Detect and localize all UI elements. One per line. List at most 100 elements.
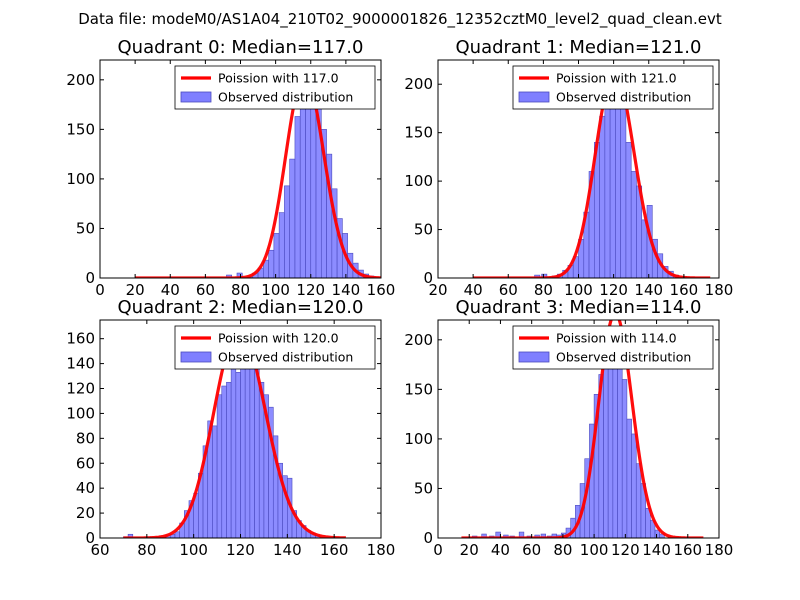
x-tick-label: 80	[231, 281, 250, 299]
histogram-bar	[541, 273, 548, 278]
histogram-bar	[235, 372, 241, 538]
histogram-bar	[127, 533, 134, 538]
histogram-bar	[289, 158, 296, 278]
x-tick-label: 180	[705, 281, 734, 299]
histogram-bar	[284, 185, 290, 278]
histogram-bar	[607, 359, 614, 538]
histogram-bar	[212, 425, 218, 538]
poisson-curve	[460, 320, 705, 538]
legend-observed-label: Observed distribution	[556, 90, 691, 105]
histogram-bar	[299, 89, 306, 278]
legend-observed-swatch	[518, 351, 550, 363]
y-tick-label: 0	[423, 529, 433, 547]
x-tick-label: 120	[226, 541, 255, 559]
histogram-bar	[540, 533, 547, 538]
x-tick-label: 160	[673, 541, 702, 559]
histogram-bar	[273, 233, 280, 278]
plot-area	[122, 326, 347, 538]
panel-title: Quadrant 3: Median=114.0	[456, 297, 702, 318]
histogram-bar	[249, 363, 255, 538]
x-tick-label: 120	[611, 541, 640, 559]
x-tick-label: 60	[499, 281, 518, 299]
panel-title: Quadrant 2: Median=120.0	[118, 297, 364, 318]
x-tick-label: 80	[534, 281, 553, 299]
histogram-bar	[604, 103, 611, 278]
x-tick-label: 100	[564, 281, 593, 299]
y-tick-label: 0	[423, 269, 433, 287]
x-tick-label: 160	[320, 541, 349, 559]
histogram-bar	[626, 418, 632, 538]
x-tick-label: 160	[367, 281, 396, 299]
y-tick-label: 100	[66, 170, 95, 188]
x-tick-label: 80	[553, 541, 572, 559]
y-tick-label: 0	[85, 269, 95, 287]
y-tick-label: 50	[414, 221, 433, 239]
legend-observed-swatch	[518, 91, 550, 103]
x-tick-label: 120	[296, 281, 325, 299]
x-tick-label: 0	[95, 281, 105, 299]
x-tick-label: 140	[642, 541, 671, 559]
legend-poisson-label: Poission with 117.0	[218, 71, 339, 86]
quadrant-panel-0: Quadrant 0: Median=117.0 0 20 40 60 80 100 120 1…	[66, 37, 395, 299]
histogram-bar	[617, 349, 623, 538]
poisson-curve	[134, 72, 381, 278]
histogram-bar	[625, 142, 632, 278]
plot-area	[460, 320, 705, 538]
x-tick-label: 60	[522, 541, 541, 559]
x-tick-label: 40	[464, 281, 483, 299]
histogram-bar	[481, 533, 487, 538]
figure-suptitle: Data file: modeM0/AS1A04_210T02_90000018…	[78, 10, 722, 29]
y-tick-label: 150	[404, 124, 433, 142]
y-tick-label: 200	[404, 331, 433, 349]
histogram-bar	[635, 463, 642, 538]
x-tick-label: 180	[705, 541, 734, 559]
x-tick-label: 160	[670, 281, 699, 299]
legend-observed-label: Observed distribution	[218, 90, 353, 105]
quadrant-panel-3: Quadrant 3: Median=114.00 20 40 60 80 100 120 1…	[404, 297, 733, 559]
legend-poisson-label: Poission with 120.0	[218, 331, 339, 346]
x-tick-label: 140	[634, 281, 663, 299]
x-tick-label: 20	[460, 541, 479, 559]
y-tick-label: 150	[404, 380, 433, 398]
legend-observed-label: Observed distribution	[556, 350, 691, 365]
x-tick-label: 0	[433, 541, 443, 559]
y-tick-label: 140	[66, 355, 95, 373]
histogram-bar	[599, 115, 606, 278]
y-tick-label: 50	[414, 479, 433, 497]
x-tick-label: 20	[126, 281, 145, 299]
histogram-bar	[630, 171, 637, 278]
y-tick-label: 80	[76, 429, 95, 447]
histogram-bar	[294, 116, 301, 278]
x-tick-label: 60	[196, 281, 215, 299]
legend: Poission with 117.0 Observed distribution	[174, 65, 376, 110]
legend-observed-swatch	[180, 91, 212, 103]
x-tick-label: 20	[428, 281, 447, 299]
x-tick-label: 40	[161, 281, 180, 299]
histogram-bar	[240, 344, 246, 538]
histogram-bar	[230, 357, 237, 538]
histogram-bar	[278, 212, 285, 278]
legend-poisson-label: Poission with 114.0	[556, 331, 677, 346]
y-tick-label: 100	[404, 172, 433, 190]
histogram-bar	[268, 249, 275, 278]
histogram-bar	[641, 219, 648, 278]
plot-area	[134, 69, 381, 278]
histogram-bar	[216, 394, 223, 538]
x-tick-label: 100	[580, 541, 609, 559]
histogram-bar	[621, 379, 628, 538]
y-tick-label: 160	[66, 330, 95, 348]
panel-title: Quadrant 0: Median=117.0	[118, 37, 364, 58]
histogram-bar	[518, 531, 525, 538]
panel-title: Quadrant 1: Median=121.0	[456, 37, 702, 58]
legend: Poission with 121.0 Observed distribution	[512, 65, 714, 110]
axes-frame	[437, 319, 720, 539]
legend-poisson-label: Poission with 121.0	[556, 71, 677, 86]
y-tick-label: 120	[66, 380, 95, 398]
legend-observed-swatch	[180, 351, 212, 363]
histogram-bar	[310, 99, 317, 278]
x-tick-label: 120	[599, 281, 628, 299]
panels: Quadrant 0: Median=117.00 20 40 60 80 100 120 1…	[66, 37, 733, 559]
y-tick-label: 40	[76, 479, 95, 497]
legend: Poission with 114.0 Observed distribution	[512, 325, 714, 370]
legend-observed-label: Observed distribution	[218, 350, 353, 365]
